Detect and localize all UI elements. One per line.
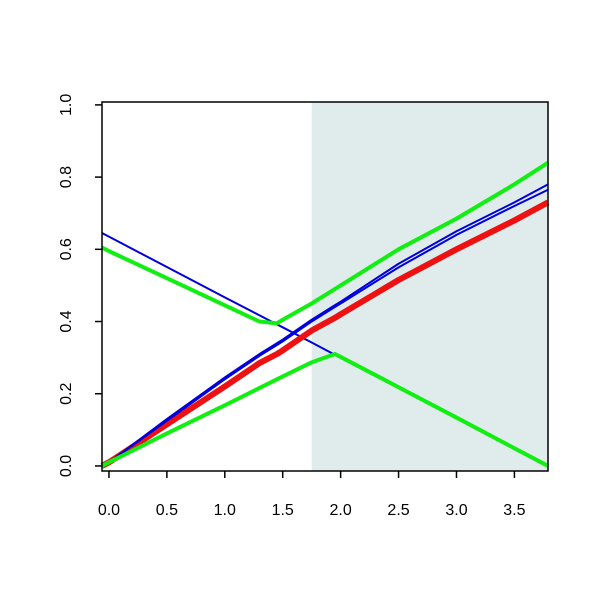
y-tick-label: 0.6 (58, 238, 75, 260)
y-tick-label: 1.0 (58, 94, 75, 116)
x-tick-label: 0.0 (98, 502, 120, 519)
x-tick-label: 1.0 (214, 502, 236, 519)
x-tick-label: 0.5 (156, 502, 178, 519)
series-line (101, 183, 549, 467)
y-tick-label: 0.8 (58, 166, 75, 188)
x-tick-label: 2.0 (330, 502, 352, 519)
plot-frame (101, 101, 549, 472)
x-tick-label: 3.5 (503, 502, 525, 519)
series-line (101, 352, 549, 468)
y-tick-label: 0.0 (58, 455, 75, 477)
series-line (101, 160, 550, 326)
series-line (100, 199, 550, 469)
shaded-region (311, 102, 548, 471)
y-tick-label: 0.4 (58, 310, 75, 332)
y-tick-label: 0.2 (58, 383, 75, 405)
x-tick-label: 2.5 (387, 502, 409, 519)
series-line (101, 188, 549, 467)
x-tick-label: 1.5 (272, 502, 294, 519)
x-tick-label: 3.0 (445, 502, 467, 519)
